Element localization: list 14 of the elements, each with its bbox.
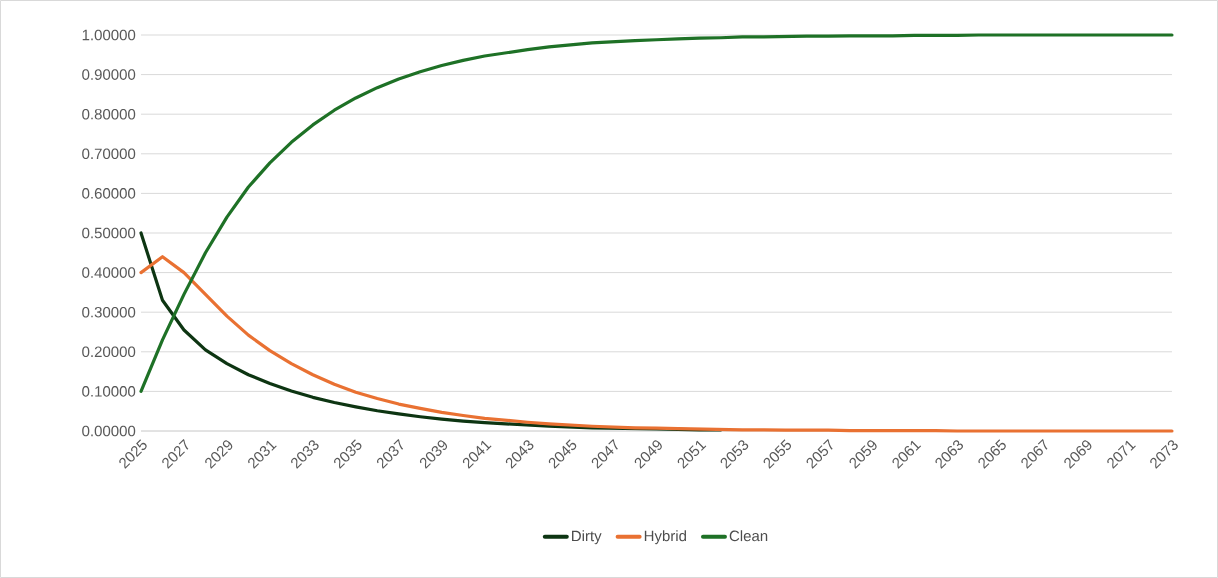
y-tick-label: 0.70000 — [82, 148, 136, 160]
y-tick-label: 0.60000 — [82, 188, 136, 199]
y-tick-label: 0.00000 — [82, 425, 136, 437]
legend-label: Dirty — [572, 530, 602, 545]
y-tick-label: 0.90000 — [82, 69, 136, 80]
y-tick-label: 0.30000 — [82, 306, 136, 318]
y-tick-label: 0.80000 — [82, 108, 136, 120]
legend-label: Hybrid — [644, 530, 686, 545]
y-tick-label: 0.40000 — [82, 267, 136, 278]
y-tick-label: 0.50000 — [82, 227, 136, 239]
y-tick-label: 0.10000 — [82, 386, 136, 397]
legend-label: Clean — [729, 530, 768, 542]
y-tick-label: 0.20000 — [82, 346, 136, 358]
y-tick-label: 1.00000 — [82, 29, 136, 41]
